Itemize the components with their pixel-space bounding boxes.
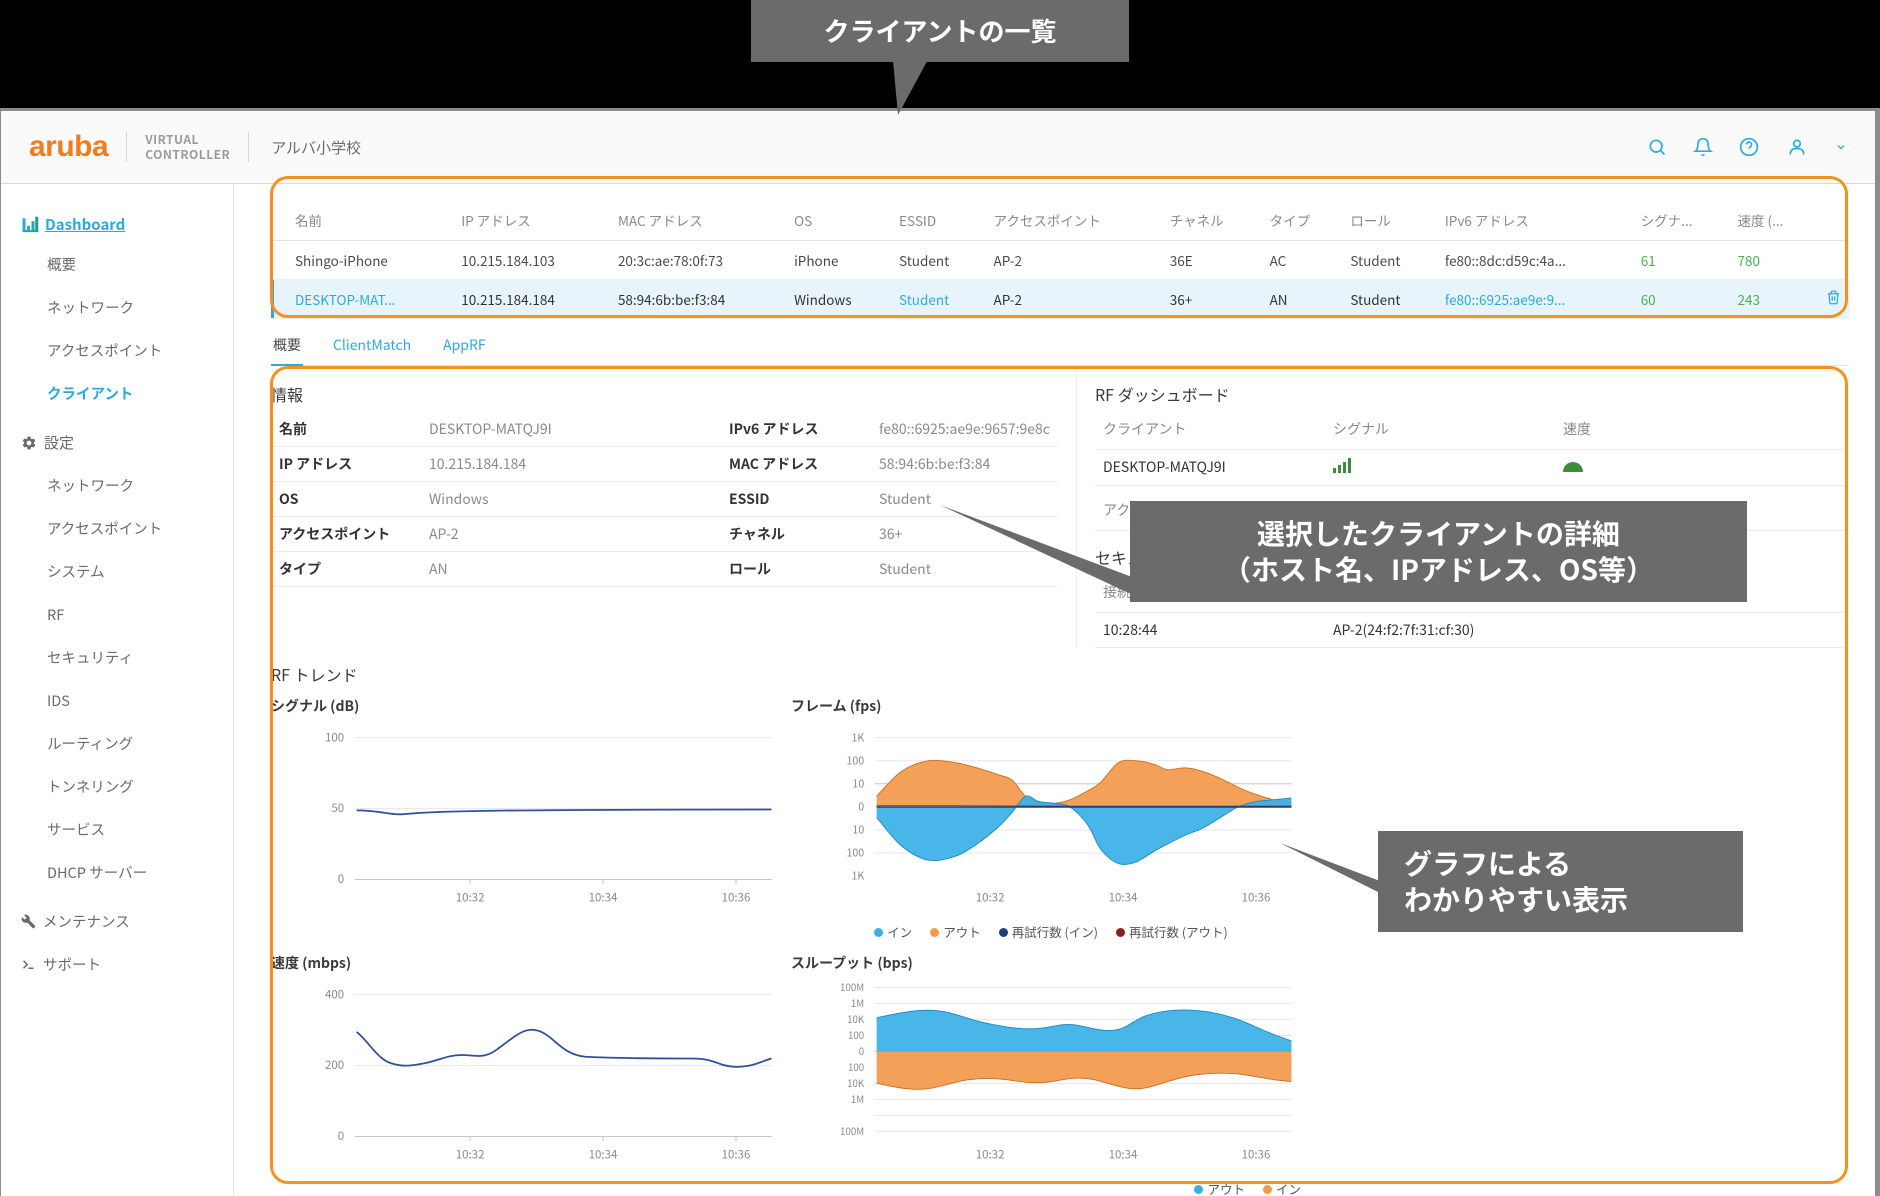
svg-text:10:36: 10:36 [1242,890,1271,906]
svg-text:50: 50 [331,800,344,816]
svg-text:10:34: 10:34 [1109,1147,1138,1163]
svg-text:1M: 1M [851,1092,864,1106]
svg-text:100: 100 [847,846,865,861]
svg-text:100: 100 [848,1060,864,1074]
svg-text:10: 10 [852,776,864,791]
svg-text:10:36: 10:36 [722,890,751,906]
svg-text:100: 100 [848,1028,864,1042]
svg-text:100: 100 [325,729,344,745]
svg-text:0: 0 [859,1044,864,1058]
svg-text:10:36: 10:36 [722,1147,751,1163]
svg-text:10:32: 10:32 [976,890,1005,906]
svg-text:10:32: 10:32 [976,1147,1005,1163]
svg-text:10:34: 10:34 [589,890,618,906]
svg-text:10:36: 10:36 [1242,1147,1271,1163]
svg-text:1K: 1K [851,869,864,884]
svg-text:200: 200 [325,1057,344,1073]
svg-text:100: 100 [847,753,865,768]
svg-text:1M: 1M [851,996,864,1010]
svg-text:10:34: 10:34 [1109,890,1138,906]
svg-text:10:34: 10:34 [589,1147,618,1163]
svg-text:0: 0 [338,871,344,887]
svg-text:100M: 100M [840,1124,864,1138]
svg-text:10K: 10K [847,1012,865,1026]
svg-text:1K: 1K [851,730,864,745]
svg-text:10K: 10K [847,1076,865,1090]
svg-text:0: 0 [338,1128,344,1144]
svg-text:10:32: 10:32 [456,1147,485,1163]
svg-text:100M: 100M [840,980,864,994]
svg-text:0: 0 [858,799,864,814]
svg-text:10:32: 10:32 [456,890,485,906]
svg-text:400: 400 [325,986,344,1002]
svg-text:10: 10 [852,822,864,837]
